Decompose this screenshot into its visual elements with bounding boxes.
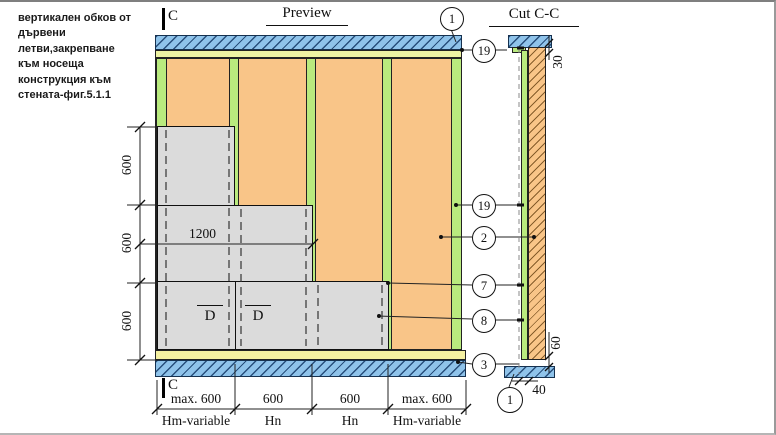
callout-2: 2 xyxy=(472,226,496,250)
label-hn-1: Hn xyxy=(264,413,282,428)
top-plate xyxy=(155,35,462,50)
callout-19-mid: 19 xyxy=(472,194,496,218)
callout-1-top: 1 xyxy=(440,7,464,31)
label-hn-2: Hn xyxy=(341,413,359,428)
section-marker-c-bottom: C xyxy=(168,377,179,393)
dim-left-600-1: 600 xyxy=(119,154,134,176)
bottom-plate xyxy=(155,360,466,377)
callout-1-bottom: 1 xyxy=(497,387,523,413)
section-marker-c-top: C xyxy=(168,8,179,24)
board-label-d-1: D xyxy=(197,305,223,325)
top-strip xyxy=(155,50,462,58)
preview-title: Preview xyxy=(266,5,348,26)
callout-3: 3 xyxy=(472,353,496,377)
section-marker-bar-bottom xyxy=(162,378,165,398)
dim-bottom-600-1: 600 xyxy=(262,391,284,406)
section-batten-strip xyxy=(521,50,528,360)
callout-19-top: 19 xyxy=(472,39,496,63)
dim-bottom-600-2: 600 xyxy=(339,391,361,406)
stud-5 xyxy=(451,58,462,350)
dim-left-600-3: 600 xyxy=(119,310,134,332)
board-panel-row3-left xyxy=(157,281,236,350)
bottom-strip xyxy=(155,350,466,360)
label-hm-variable-2: Hm-variable xyxy=(392,413,462,428)
section-marker-bar-top xyxy=(162,8,165,30)
dim-left-600-2: 600 xyxy=(119,232,134,254)
label-hm-variable-1: Hm-variable xyxy=(161,413,231,428)
cut-title: Cut C-C xyxy=(489,6,579,27)
dim-section-30: 30 xyxy=(550,55,565,69)
board-panel-row1 xyxy=(157,126,235,206)
section-bottom-plate xyxy=(504,366,555,378)
dim-1200: 1200 xyxy=(189,226,216,241)
dim-section-60: 60 xyxy=(548,336,563,350)
section-wood-strip xyxy=(528,47,546,360)
board-label-d-2: D xyxy=(245,305,271,325)
board-panel-row2 xyxy=(157,205,313,282)
dim-bottom-max600-1: max. 600 xyxy=(170,391,222,406)
board-panel-row3-right xyxy=(235,281,389,350)
note-text: вертикален обков от дървени летви,закреп… xyxy=(18,12,131,101)
callout-7: 7 xyxy=(472,274,496,298)
dim-bottom-max600-2: max. 600 xyxy=(401,391,453,406)
dim-section-40: 40 xyxy=(532,382,546,397)
callout-8: 8 xyxy=(472,309,496,333)
